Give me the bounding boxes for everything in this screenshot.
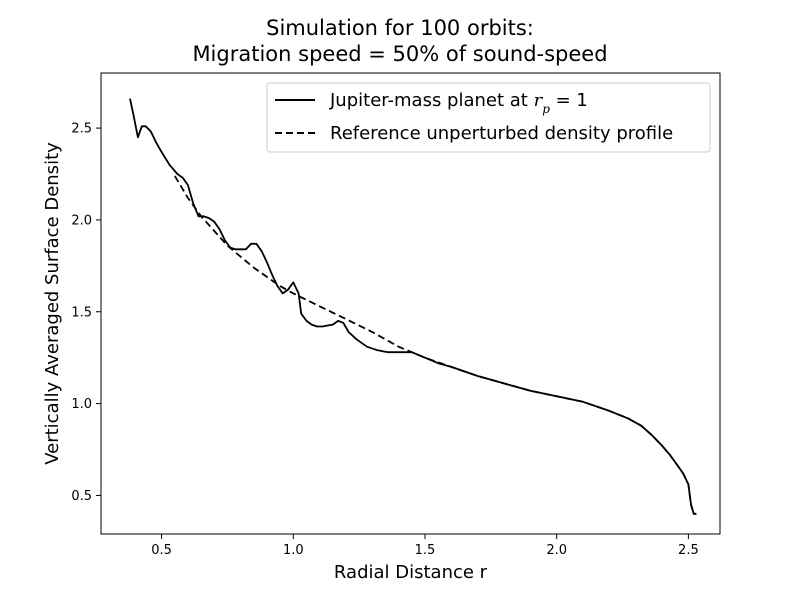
- x-tick-1: 1.0: [283, 534, 304, 558]
- x-tick-label: 0.5: [151, 543, 172, 558]
- y-tick-label: 1.0: [71, 397, 92, 412]
- y-tick-label: 1.5: [71, 305, 92, 320]
- legend: Jupiter-mass planet at rp = 1 Reference …: [266, 82, 711, 153]
- chart-title-line-2: Migration speed = 50% of sound-speed: [192, 42, 608, 66]
- y-tick-1: 1.0: [71, 397, 101, 412]
- y-axis-label: Vertically Averaged Surface Density: [42, 142, 63, 465]
- x-tick-3: 2.0: [546, 534, 567, 558]
- y-tick-0: 0.5: [71, 489, 101, 504]
- x-tick-label: 2.0: [546, 543, 567, 558]
- y-tick-label: 2.0: [71, 213, 92, 228]
- x-tick-label: 1.0: [283, 543, 304, 558]
- x-axis: 0.5 1.0 1.5 2.0 2.5: [151, 534, 699, 558]
- series-line-planet: [129, 98, 697, 515]
- y-tick-3: 2.0: [71, 213, 101, 228]
- x-axis-label: Radial Distance r: [334, 562, 488, 583]
- legend-label-reference: Reference unperturbed density profile: [330, 123, 673, 144]
- x-tick-label: 1.5: [415, 543, 436, 558]
- legend-box: [266, 82, 711, 153]
- x-tick-0: 0.5: [151, 534, 172, 558]
- y-tick-2: 1.5: [71, 305, 101, 320]
- x-tick-2: 1.5: [415, 534, 436, 558]
- x-tick-label: 2.5: [678, 543, 699, 558]
- y-axis: 0.5 1.0 1.5 2.0 2.5: [71, 122, 101, 504]
- x-tick-4: 2.5: [678, 534, 699, 558]
- chart-title-line-1: Simulation for 100 orbits:: [266, 16, 534, 40]
- y-tick-label: 2.5: [71, 122, 92, 137]
- series-line-reference: [174, 175, 697, 515]
- y-tick-4: 2.5: [71, 122, 101, 137]
- y-tick-label: 0.5: [71, 489, 92, 504]
- legend-label-planet: Jupiter-mass planet at rp = 1: [329, 90, 588, 116]
- plot-area-frame: [100, 72, 721, 535]
